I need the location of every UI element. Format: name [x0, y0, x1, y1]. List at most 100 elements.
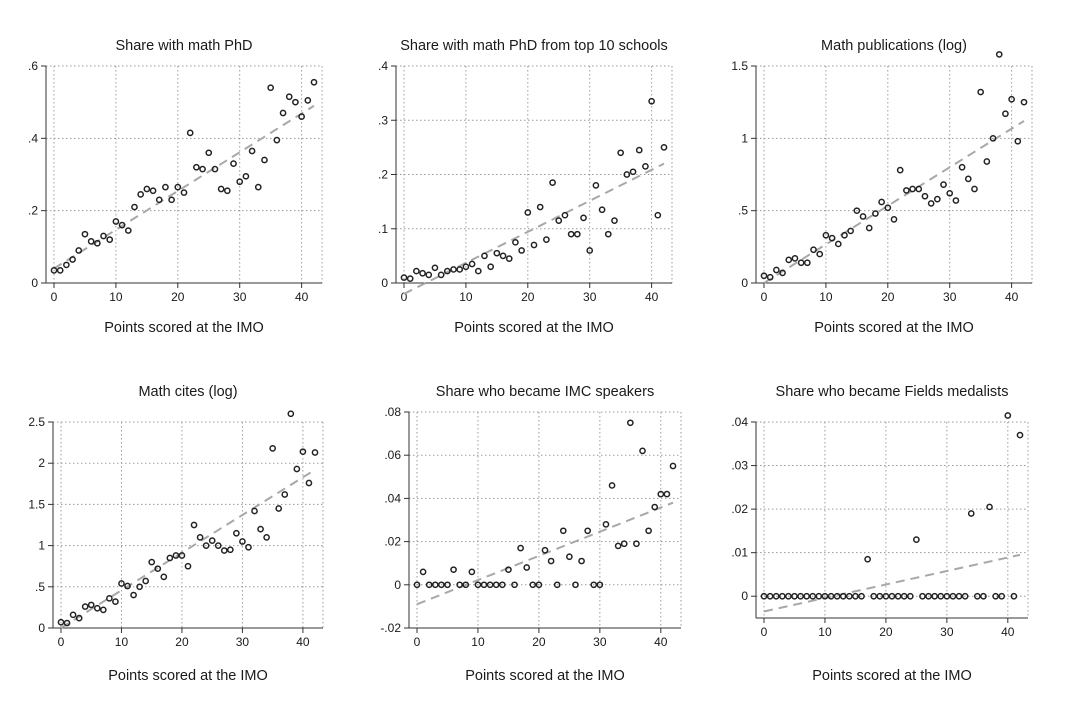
data-point	[778, 592, 786, 600]
data-point	[137, 191, 145, 198]
data-point	[112, 218, 120, 225]
data-point	[651, 503, 659, 511]
data-point	[992, 592, 999, 600]
data-point	[298, 113, 305, 120]
fit-line	[403, 162, 665, 295]
data-point	[586, 247, 594, 254]
data-point	[760, 592, 768, 600]
data-point	[876, 592, 884, 600]
data-point	[69, 611, 77, 619]
x-tick-label: 30	[233, 290, 247, 304]
data-point	[859, 213, 867, 220]
data-point	[919, 592, 926, 600]
data-point	[174, 183, 182, 191]
data-point	[998, 592, 1006, 600]
x-tick-label: 10	[818, 625, 832, 639]
data-point	[958, 163, 966, 171]
data-point	[311, 449, 319, 456]
x-tick-label: 10	[115, 635, 129, 649]
data-point	[803, 592, 811, 600]
data-point	[639, 447, 646, 455]
y-tick-label: .06	[384, 448, 401, 462]
chart-title: Share who became IMC speakers	[436, 384, 654, 400]
y-tick-label: .08	[384, 405, 401, 419]
data-point	[106, 236, 114, 243]
x-tick-label: 0	[761, 290, 768, 304]
data-point	[431, 264, 439, 272]
data-point	[943, 592, 951, 600]
data-point	[160, 573, 168, 581]
data-point	[166, 554, 174, 562]
data-point	[952, 197, 960, 204]
data-point	[940, 181, 947, 188]
data-point	[406, 275, 414, 283]
data-point	[567, 230, 575, 238]
data-point	[287, 410, 295, 418]
data-point	[608, 482, 616, 489]
data-point	[226, 546, 234, 554]
data-point	[505, 255, 513, 262]
x-tick-label: 0	[761, 625, 768, 639]
x-tick-label: 0	[401, 290, 408, 304]
data-point	[785, 592, 792, 600]
data-point	[230, 160, 237, 167]
data-point	[592, 182, 600, 189]
data-point	[553, 581, 561, 589]
chart-title: Share with math PhD	[115, 38, 252, 54]
data-point	[273, 136, 281, 144]
data-point	[572, 581, 579, 589]
data-point	[180, 189, 188, 196]
data-point	[69, 256, 76, 263]
data-point	[254, 183, 262, 191]
data-point	[580, 214, 587, 222]
data-point	[663, 490, 671, 498]
fit-line	[60, 468, 316, 629]
x-tick-label: 30	[583, 290, 597, 304]
data-point	[660, 144, 668, 151]
data-point	[561, 211, 569, 219]
data-point	[845, 592, 853, 600]
data-point	[635, 146, 643, 154]
data-point	[202, 542, 210, 549]
y-tick-label: .04	[731, 415, 748, 429]
data-point	[543, 236, 550, 243]
x-tick-label: 40	[1005, 290, 1019, 304]
data-point	[815, 592, 823, 600]
data-point	[578, 557, 585, 565]
data-point	[620, 540, 628, 548]
data-point	[933, 195, 941, 203]
data-point	[839, 592, 847, 600]
data-point	[964, 175, 972, 183]
data-point	[888, 592, 896, 600]
data-point	[211, 165, 219, 173]
data-point	[900, 592, 908, 600]
data-point	[456, 581, 464, 589]
data-point	[425, 271, 433, 279]
data-point	[136, 583, 143, 591]
data-point	[766, 592, 774, 600]
y-tick-label: .5	[738, 204, 748, 218]
data-point	[915, 185, 923, 193]
data-point	[1010, 592, 1018, 600]
y-tick-label: 0	[38, 621, 45, 635]
x-tick-label: 10	[459, 290, 473, 304]
data-point	[611, 217, 618, 224]
data-point	[1020, 98, 1028, 106]
x-tick-label: 40	[1001, 625, 1015, 639]
data-point	[626, 419, 634, 427]
data-point	[827, 592, 835, 600]
data-point	[645, 527, 652, 535]
x-tick-label: 10	[471, 635, 485, 649]
data-point	[822, 231, 830, 239]
fit-line	[763, 553, 1021, 613]
y-tick-label: .01	[731, 546, 748, 560]
data-point	[263, 534, 270, 541]
data-point	[961, 592, 969, 600]
x-tick-label: 0	[51, 290, 58, 304]
data-point	[810, 246, 817, 254]
data-point	[93, 604, 101, 612]
data-point	[973, 592, 981, 600]
data-point	[400, 274, 408, 281]
data-point	[604, 230, 612, 238]
y-tick-label: 0	[31, 276, 38, 290]
